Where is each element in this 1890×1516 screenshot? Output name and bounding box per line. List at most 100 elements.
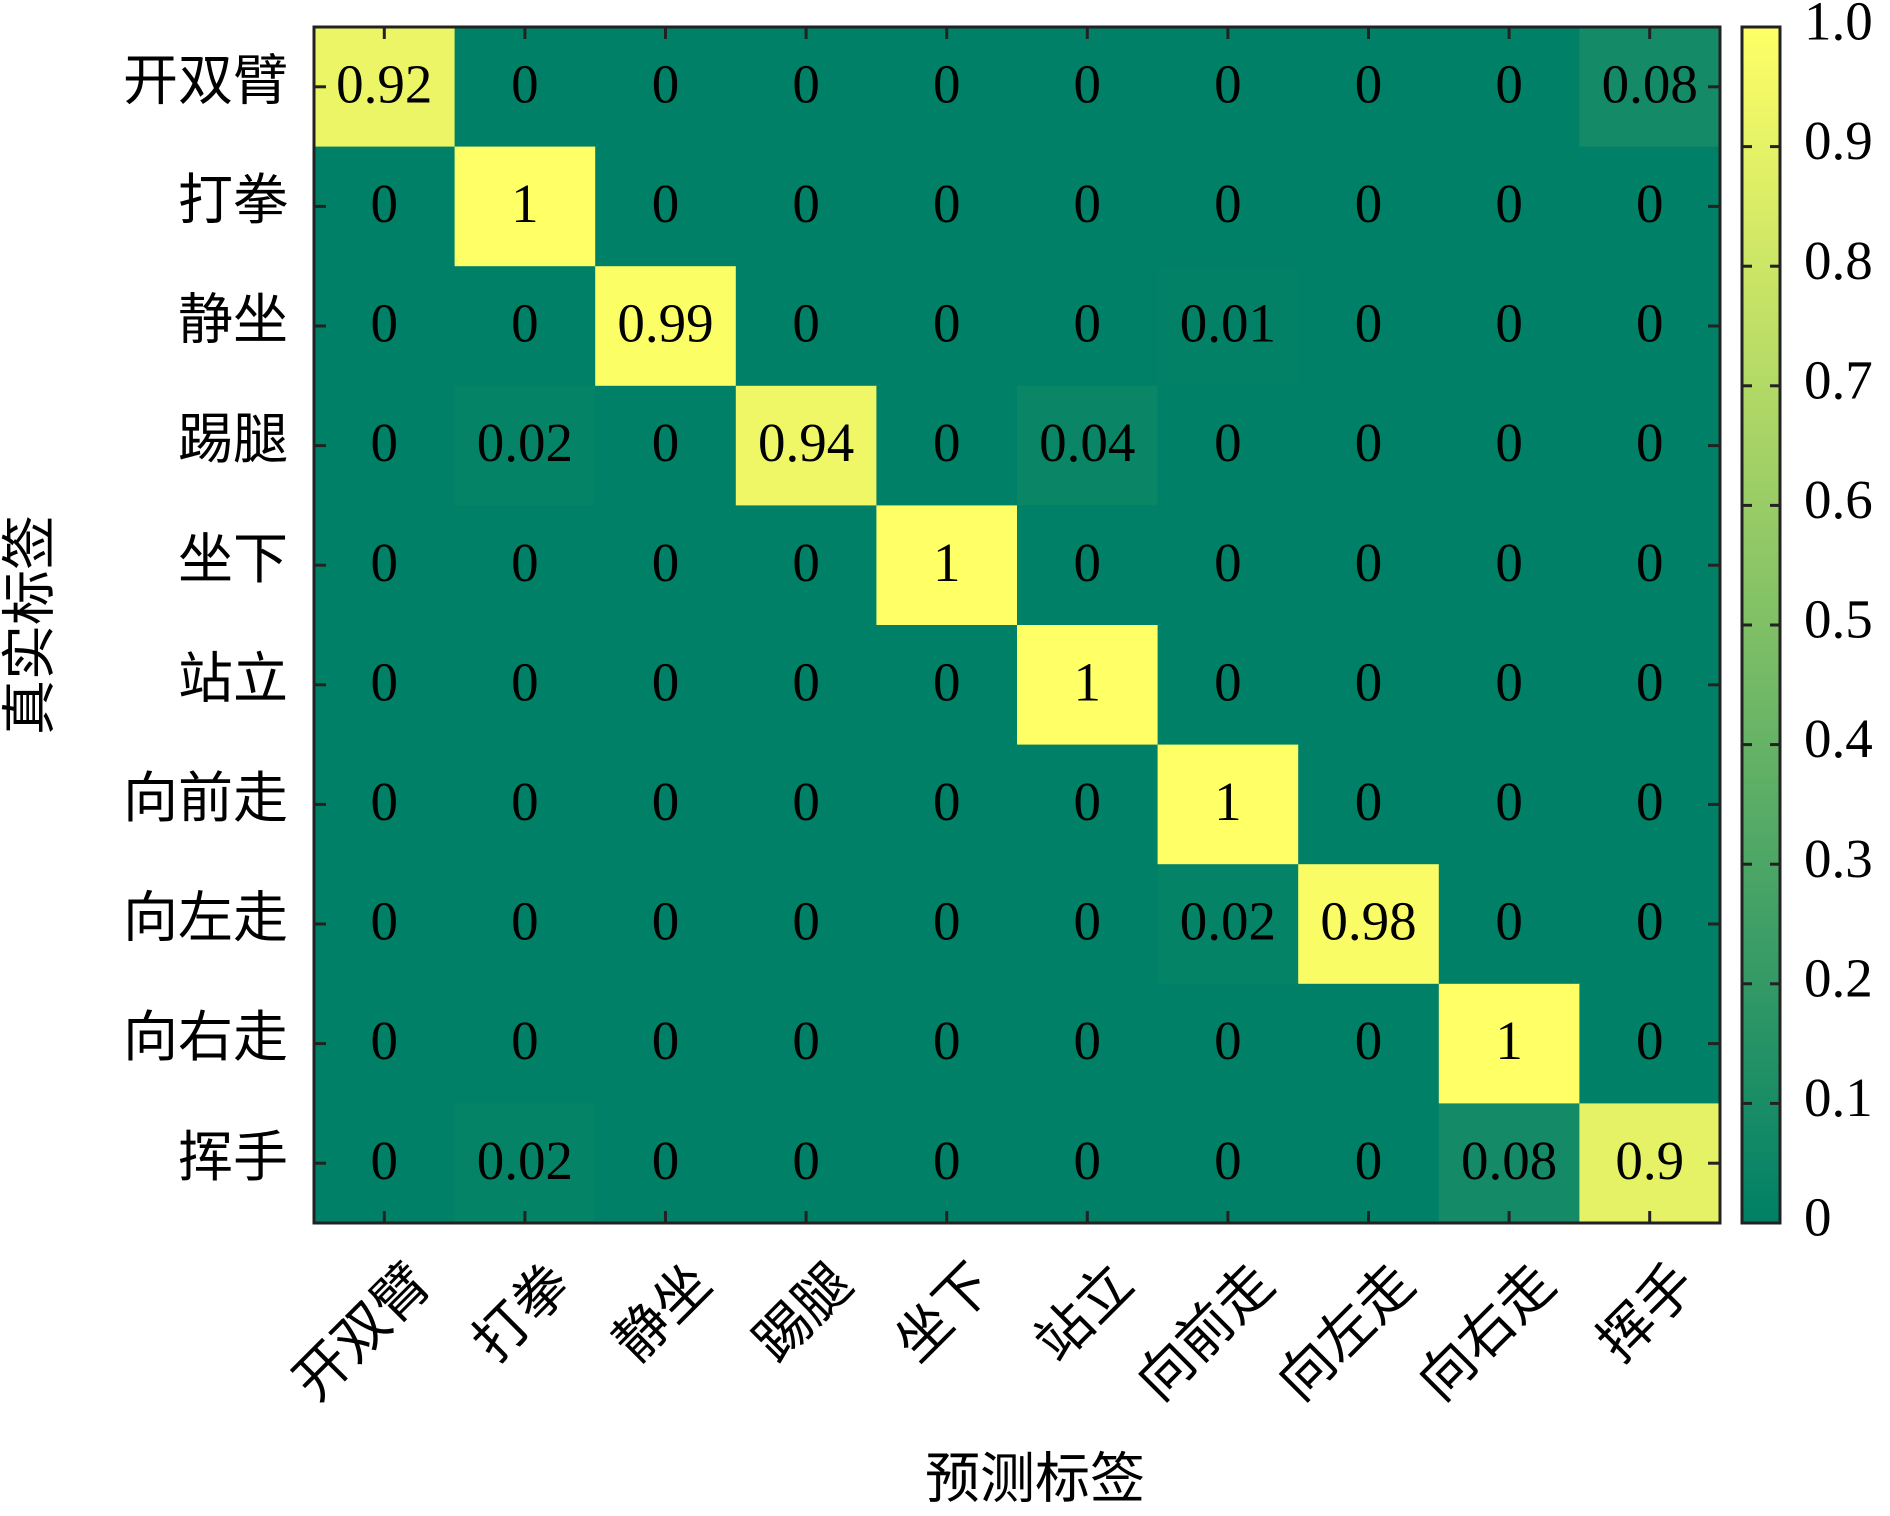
heatmap-cell xyxy=(735,744,877,865)
cell-label: 0 xyxy=(652,891,680,952)
cell-label: 0.08 xyxy=(1602,53,1698,114)
cell-label: 0 xyxy=(1355,1130,1383,1191)
y-tick-label: 坐下 xyxy=(178,529,288,590)
cell-label: 0 xyxy=(1074,173,1102,234)
cell-label: 0 xyxy=(1636,891,1664,952)
heatmap-cell xyxy=(314,864,456,985)
colorbar-tick-label: 0.6 xyxy=(1804,469,1873,530)
heatmap-cell xyxy=(1579,27,1721,148)
cell-label: 0 xyxy=(1355,293,1383,354)
cell-label: 0 xyxy=(1074,771,1102,832)
heatmap-cell xyxy=(1298,983,1440,1104)
x-axis-label: 预测标签 xyxy=(925,1449,1145,1510)
x-tick-label: 挥手 xyxy=(1586,1252,1707,1373)
heatmap-cell xyxy=(876,625,1018,746)
heatmap-cell xyxy=(1579,385,1721,506)
heatmap-cell xyxy=(1017,625,1159,746)
cell-label: 0 xyxy=(371,651,399,712)
heatmap-cell xyxy=(1579,864,1721,985)
x-tick-label: 打拳 xyxy=(461,1252,582,1373)
heatmap-cell xyxy=(595,864,737,985)
heatmap-cell xyxy=(876,146,1018,267)
cell-label: 0 xyxy=(1636,771,1664,832)
heatmap-cell xyxy=(1017,385,1159,506)
cell-label: 0 xyxy=(1214,53,1242,114)
cell-label: 0 xyxy=(511,293,539,354)
heatmap-cell xyxy=(595,146,737,267)
heatmap-cell xyxy=(735,385,877,506)
colorbar-tick-label: 0.1 xyxy=(1804,1067,1873,1128)
cell-label: 0 xyxy=(1495,891,1523,952)
heatmap-cell xyxy=(735,146,877,267)
cell-label: 0 xyxy=(1495,293,1523,354)
cell-label: 0 xyxy=(1495,412,1523,473)
heatmap-cell xyxy=(1298,864,1440,985)
heatmap-cell xyxy=(595,27,737,148)
heatmap-cell xyxy=(876,983,1018,1104)
heatmap-cell xyxy=(1579,146,1721,267)
heatmap-cell xyxy=(876,1103,1018,1224)
heatmap-cell xyxy=(1017,505,1159,626)
colorbar-tick-label: 0.7 xyxy=(1804,349,1873,410)
heatmap-cell xyxy=(876,505,1018,626)
cell-label: 0 xyxy=(371,412,399,473)
cell-label: 0 xyxy=(652,771,680,832)
heatmap-cell xyxy=(1157,505,1299,626)
heatmap-cell xyxy=(1438,266,1580,387)
heatmap-cell xyxy=(876,266,1018,387)
heatmap-cell xyxy=(1017,27,1159,148)
heatmap-cell xyxy=(876,385,1018,506)
cell-label: 0.02 xyxy=(477,1130,573,1191)
heatmap-cell xyxy=(1157,983,1299,1104)
heatmap-cell xyxy=(454,864,596,985)
cell-label: 0 xyxy=(792,651,820,712)
heatmap-cell xyxy=(1438,983,1580,1104)
heatmap-cell xyxy=(314,505,456,626)
cell-label: 0 xyxy=(1214,1130,1242,1191)
cell-label: 0 xyxy=(1074,293,1102,354)
heatmap-cell xyxy=(876,864,1018,985)
cell-label: 0 xyxy=(1636,293,1664,354)
y-tick-label: 向前走 xyxy=(123,768,288,829)
heatmap-cell xyxy=(595,266,737,387)
y-tick-label: 挥手 xyxy=(178,1127,288,1188)
cell-label: 0 xyxy=(1636,1010,1664,1071)
cell-label: 0 xyxy=(933,771,961,832)
cell-label: 0.94 xyxy=(758,412,854,473)
heatmap-cell xyxy=(314,1103,456,1224)
cell-label: 0 xyxy=(1214,412,1242,473)
heatmap-cell xyxy=(454,385,596,506)
cell-label: 0 xyxy=(371,891,399,952)
cell-label: 0 xyxy=(933,53,961,114)
cell-label: 0 xyxy=(371,771,399,832)
heatmap-cell xyxy=(1579,625,1721,746)
cell-label: 0.02 xyxy=(477,412,573,473)
cell-label: 1 xyxy=(1214,771,1242,832)
heatmap-cell xyxy=(1017,744,1159,865)
cell-label: 0.08 xyxy=(1461,1130,1557,1191)
heatmap-cell xyxy=(454,146,596,267)
cell-label: 0.02 xyxy=(1180,891,1276,952)
heatmap-cell xyxy=(595,625,737,746)
colorbar-tick-label: 0.9 xyxy=(1804,110,1873,171)
heatmap-cell xyxy=(735,1103,877,1224)
heatmap-cell xyxy=(1579,983,1721,1104)
cell-label: 0 xyxy=(511,53,539,114)
cell-label: 0 xyxy=(1636,412,1664,473)
heatmap-cell xyxy=(1017,1103,1159,1224)
cell-label: 0 xyxy=(511,1010,539,1071)
y-tick-label: 开双臂 xyxy=(123,50,288,111)
heatmap-cell xyxy=(1579,505,1721,626)
heatmap-cell xyxy=(1017,146,1159,267)
cell-label: 0 xyxy=(792,173,820,234)
cell-label: 0 xyxy=(1074,1010,1102,1071)
x-tick-label: 开双臂 xyxy=(282,1252,442,1412)
heatmap-cell xyxy=(1579,744,1721,865)
heatmap-cell xyxy=(314,266,456,387)
x-tick-label: 向左走 xyxy=(1266,1252,1426,1412)
heatmap-cell xyxy=(454,744,596,865)
y-tick-label: 踢腿 xyxy=(178,409,288,470)
heatmap-cell xyxy=(1017,983,1159,1104)
cell-label: 0 xyxy=(1355,412,1383,473)
